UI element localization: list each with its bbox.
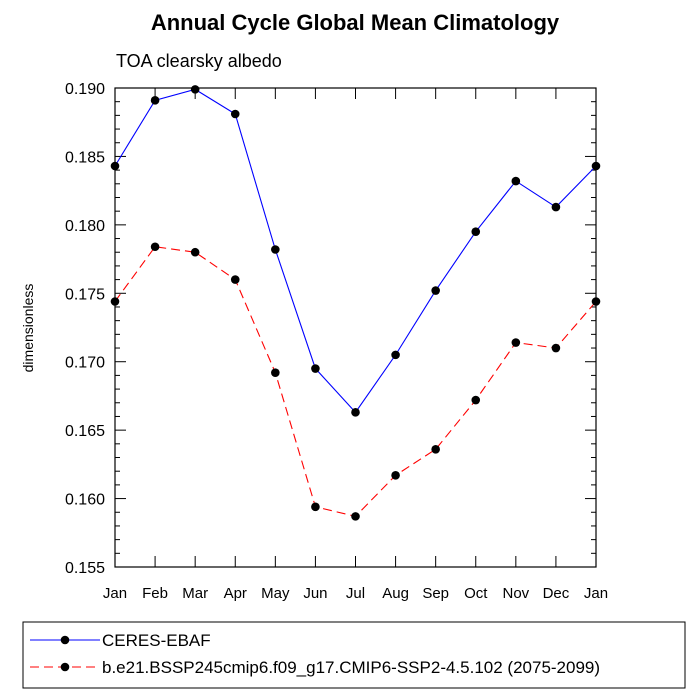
y-tick-label: 0.170 xyxy=(65,355,105,372)
series-2-point xyxy=(190,247,200,257)
plot-frame xyxy=(114,87,597,568)
legend-label-2: b.e21.BSSP245cmip6.f09_g17.CMIP6-SSP2-4.… xyxy=(102,658,600,677)
x-tick-label: Nov xyxy=(502,585,529,602)
legend-marker-1 xyxy=(60,635,70,645)
series-1-point xyxy=(110,161,120,171)
series-1-point xyxy=(471,227,481,236)
x-tick-labels: Jan Feb Mar Apr May Jun Jul Aug Sep Oct Nov Dec Jan xyxy=(103,585,608,602)
x-tick-label: Aug xyxy=(382,585,409,602)
y-tick-label: 0.190 xyxy=(65,81,105,98)
y-tick-label: 0.160 xyxy=(65,492,105,509)
legend-label-1: CERES-EBAF xyxy=(102,631,211,650)
y-tick-label: 0.180 xyxy=(65,218,105,235)
series-2-point xyxy=(551,343,561,353)
y-tick-label: 0.185 xyxy=(65,149,105,166)
series-1-point xyxy=(271,245,280,254)
chart-title: Annual Cycle Global Mean Climatology xyxy=(151,10,560,35)
series-2-point xyxy=(110,297,120,306)
series-2-point xyxy=(431,445,440,454)
series-1-point xyxy=(190,85,200,94)
x-tick-label: Mar xyxy=(182,585,208,602)
x-tick-label: Sep xyxy=(422,585,449,602)
series-lines xyxy=(110,85,601,521)
series-1-point xyxy=(511,176,521,186)
series-2-point xyxy=(150,242,160,252)
series-1-point xyxy=(230,109,240,119)
axis-ticks xyxy=(114,87,597,568)
series-1-point xyxy=(591,161,601,171)
y-axis-label: dimensionless xyxy=(20,284,36,373)
x-tick-label: Jun xyxy=(303,585,327,602)
y-tick-label: 0.175 xyxy=(65,286,105,303)
x-tick-label: Feb xyxy=(142,585,168,602)
series-2-point xyxy=(391,471,400,480)
series-1-point xyxy=(351,408,360,417)
x-tick-label: Jul xyxy=(346,585,365,602)
x-tick-label: Jan xyxy=(584,585,608,602)
series-2-point xyxy=(230,275,240,284)
series-1-point xyxy=(391,350,400,360)
y-tick-label: 0.165 xyxy=(65,423,105,440)
x-tick-label: Apr xyxy=(224,585,247,602)
series-2-point xyxy=(271,368,280,377)
x-tick-label: May xyxy=(261,585,290,602)
x-tick-label: Dec xyxy=(543,585,570,602)
series-2-point xyxy=(351,512,360,521)
legend-marker-2 xyxy=(60,662,70,672)
y-tick-label: 0.155 xyxy=(65,560,105,577)
x-tick-label: Oct xyxy=(464,585,488,602)
y-tick-labels: 0.155 0.160 0.165 0.170 0.175 0.180 0.185 0.190 xyxy=(65,81,105,577)
legend: CERES-EBAF b.e21.BSSP245cmip6.f09_g17.CMI… xyxy=(22,621,686,689)
x-tick-label: Jan xyxy=(103,585,127,602)
series-1-point xyxy=(551,202,561,212)
series-1-point xyxy=(311,364,320,373)
chart-subtitle: TOA clearsky albedo xyxy=(116,51,282,71)
series-1-point xyxy=(431,286,440,295)
series-1-point xyxy=(150,96,160,105)
legend-box xyxy=(22,621,686,689)
series-2-point xyxy=(591,297,601,306)
series-line-2 xyxy=(114,246,597,517)
series-2-point xyxy=(511,338,521,347)
series-2-point xyxy=(471,395,481,405)
series-2-point xyxy=(311,502,320,512)
